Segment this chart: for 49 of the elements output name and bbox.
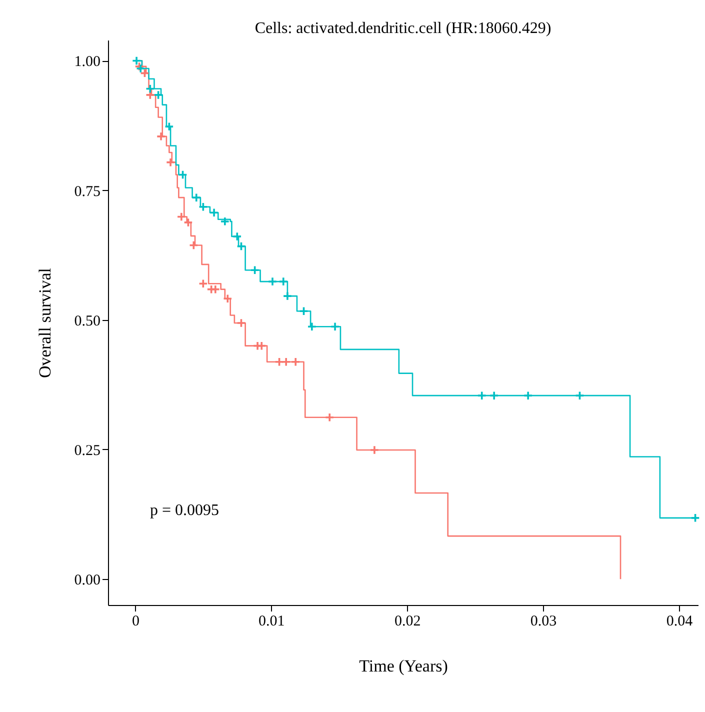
point bbox=[489, 390, 499, 400]
x-tick-label: 0.01 bbox=[258, 614, 285, 630]
point bbox=[298, 306, 309, 316]
annotation: p = 0.0095 bbox=[150, 502, 220, 519]
point bbox=[209, 208, 219, 218]
y-tick-label: 0.00 bbox=[74, 572, 100, 589]
point bbox=[278, 276, 288, 286]
point bbox=[166, 158, 176, 168]
x-tick-label: 0 bbox=[132, 614, 140, 630]
point bbox=[250, 265, 260, 275]
y-tick-label: 0.75 bbox=[74, 184, 100, 200]
point bbox=[220, 216, 230, 226]
point bbox=[232, 232, 242, 242]
point bbox=[290, 357, 300, 367]
point bbox=[574, 390, 584, 400]
point bbox=[282, 291, 292, 301]
chart-title: Cells: activated.dendritic.cell (HR:18060.429) bbox=[254, 20, 552, 37]
point bbox=[198, 278, 208, 288]
x-tick-label: 0.02 bbox=[394, 614, 421, 630]
x-tick-label: 0.03 bbox=[530, 614, 557, 630]
point bbox=[307, 322, 317, 332]
point bbox=[236, 242, 246, 252]
point bbox=[324, 412, 334, 422]
point bbox=[164, 122, 174, 132]
x-tick-label: 0.04 bbox=[666, 614, 694, 630]
y-tick-label: 1.00 bbox=[74, 54, 100, 70]
point bbox=[188, 240, 198, 250]
point bbox=[690, 513, 700, 523]
point bbox=[370, 445, 380, 455]
point bbox=[156, 132, 166, 142]
point bbox=[236, 318, 246, 328]
point bbox=[281, 357, 291, 367]
y-tick-label: 0.50 bbox=[74, 313, 100, 330]
point bbox=[210, 284, 220, 294]
point bbox=[477, 390, 487, 400]
point bbox=[178, 170, 188, 180]
point bbox=[523, 390, 533, 400]
point bbox=[274, 357, 284, 367]
y-tick-label: 0.25 bbox=[74, 442, 100, 459]
point bbox=[145, 90, 155, 100]
point bbox=[222, 294, 232, 304]
x-axis-title: Time (Years) bbox=[359, 656, 448, 676]
point bbox=[145, 84, 155, 94]
point bbox=[154, 90, 164, 100]
point bbox=[330, 322, 340, 332]
point bbox=[268, 276, 278, 286]
y-axis-title: Overall survival bbox=[35, 268, 54, 378]
point bbox=[198, 202, 208, 212]
point bbox=[192, 192, 202, 202]
